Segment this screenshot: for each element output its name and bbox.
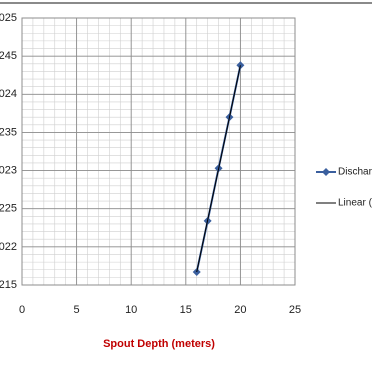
y-tick-label: 225 [0,203,17,215]
x-axis-label: Spout Depth (meters) [103,338,215,350]
x-tick-label: 5 [74,304,80,316]
x-tick-label: 15 [180,304,192,316]
y-tick-label: 024 [0,88,17,100]
legend-label: Linear (D [338,198,372,209]
legend-marker [322,168,330,176]
x-tick-label: 0 [19,304,25,316]
y-tick-label: 245 [0,50,17,62]
y-tick-label: 235 [0,126,17,138]
y-tick-label: 023 [0,164,17,176]
y-tick-label: 022 [0,241,17,253]
y-tick-label: 215 [0,279,17,291]
x-tick-label: 20 [234,304,246,316]
x-tick-label: 25 [289,304,301,316]
x-tick-label: 10 [125,304,137,316]
plot-area-border [21,17,296,286]
y-tick-label: 025 [0,12,17,24]
legend-label: Discharg [338,167,372,178]
series-line [196,65,241,273]
